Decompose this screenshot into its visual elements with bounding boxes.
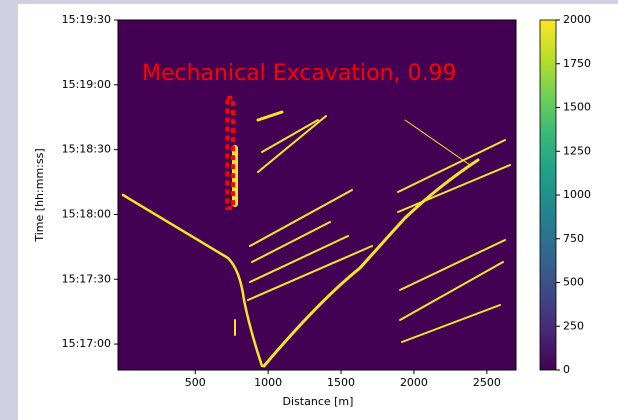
plot-frame xyxy=(117,19,517,371)
event-trace xyxy=(251,221,331,263)
event-trace xyxy=(397,164,511,213)
event-trace xyxy=(249,235,349,283)
y-tick-label: 15:17:30 xyxy=(62,272,111,285)
y-tick-label: 15:17:00 xyxy=(62,337,111,350)
y-tick-label: 15:19:30 xyxy=(62,13,111,26)
event-trace xyxy=(404,119,471,166)
colorbar-tick-label: 1000 xyxy=(563,188,591,201)
event-trace xyxy=(262,158,480,368)
event-trace xyxy=(261,119,319,153)
x-tick-label: 2500 xyxy=(473,376,501,389)
annotation: Mechanical Excavation, 0.99 xyxy=(142,61,457,86)
event-trace xyxy=(257,115,327,173)
x-tick-label: 1000 xyxy=(254,376,282,389)
colorbar-tick-label: 250 xyxy=(563,319,584,332)
colorbar-tick-label: 750 xyxy=(563,232,584,245)
event-trace xyxy=(399,239,506,291)
detection-box xyxy=(225,95,236,210)
y-tick-label: 15:19:00 xyxy=(62,78,111,91)
y-tick-label: 15:18:30 xyxy=(62,143,111,156)
y-tick-label: 15:18:00 xyxy=(62,207,111,220)
x-axis-title: Distance [m] xyxy=(283,395,354,408)
event-trace xyxy=(399,261,504,321)
colorbar-tick-label: 0 xyxy=(563,363,570,376)
event-trace xyxy=(247,245,373,301)
event-trace xyxy=(401,304,501,343)
colorbar-tick-label: 1750 xyxy=(563,57,591,70)
x-tick-label: 1500 xyxy=(327,376,355,389)
event-trace xyxy=(397,139,506,193)
colorbar-tick-label: 500 xyxy=(563,276,584,289)
colorbar-tick-label: 1500 xyxy=(563,101,591,114)
event-trace xyxy=(121,193,264,368)
colorbar xyxy=(539,19,557,371)
colorbar-tick-label: 2000 xyxy=(563,13,591,26)
colorbar-tick-label: 1250 xyxy=(563,144,591,157)
y-axis-title: Time [hh:mm:ss] xyxy=(33,148,46,242)
event-trace xyxy=(249,189,353,247)
x-tick-label: 500 xyxy=(185,376,206,389)
heatmap-background xyxy=(118,20,516,370)
event-trace xyxy=(256,110,284,122)
x-tick-label: 2000 xyxy=(400,376,428,389)
